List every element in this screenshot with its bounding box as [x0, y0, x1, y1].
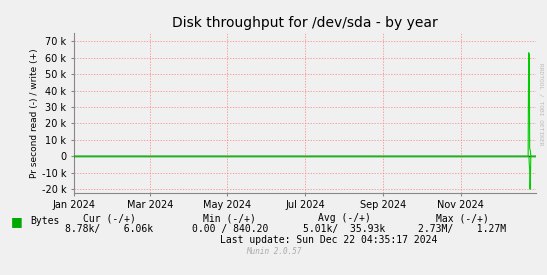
- Text: 0.00 / 840.20: 0.00 / 840.20: [191, 224, 268, 234]
- Text: Avg (-/+): Avg (-/+): [318, 213, 371, 223]
- Title: Disk throughput for /dev/sda - by year: Disk throughput for /dev/sda - by year: [172, 16, 438, 31]
- Text: Min (-/+): Min (-/+): [203, 213, 256, 223]
- Text: 5.01k/  35.93k: 5.01k/ 35.93k: [304, 224, 386, 234]
- Text: 8.78k/    6.06k: 8.78k/ 6.06k: [65, 224, 154, 234]
- Y-axis label: Pr second read (-) / write (+): Pr second read (-) / write (+): [30, 48, 39, 178]
- Text: RRDTOOL / TOBI OETIKER: RRDTOOL / TOBI OETIKER: [538, 63, 543, 146]
- Text: Last update: Sun Dec 22 04:35:17 2024: Last update: Sun Dec 22 04:35:17 2024: [219, 235, 437, 245]
- Text: Bytes: Bytes: [30, 216, 60, 226]
- Text: ■: ■: [11, 215, 22, 228]
- Text: Cur (-/+): Cur (-/+): [83, 213, 136, 223]
- Text: Munin 2.0.57: Munin 2.0.57: [246, 248, 301, 256]
- Text: 2.73M/    1.27M: 2.73M/ 1.27M: [418, 224, 507, 234]
- Text: Max (-/+): Max (-/+): [436, 213, 488, 223]
